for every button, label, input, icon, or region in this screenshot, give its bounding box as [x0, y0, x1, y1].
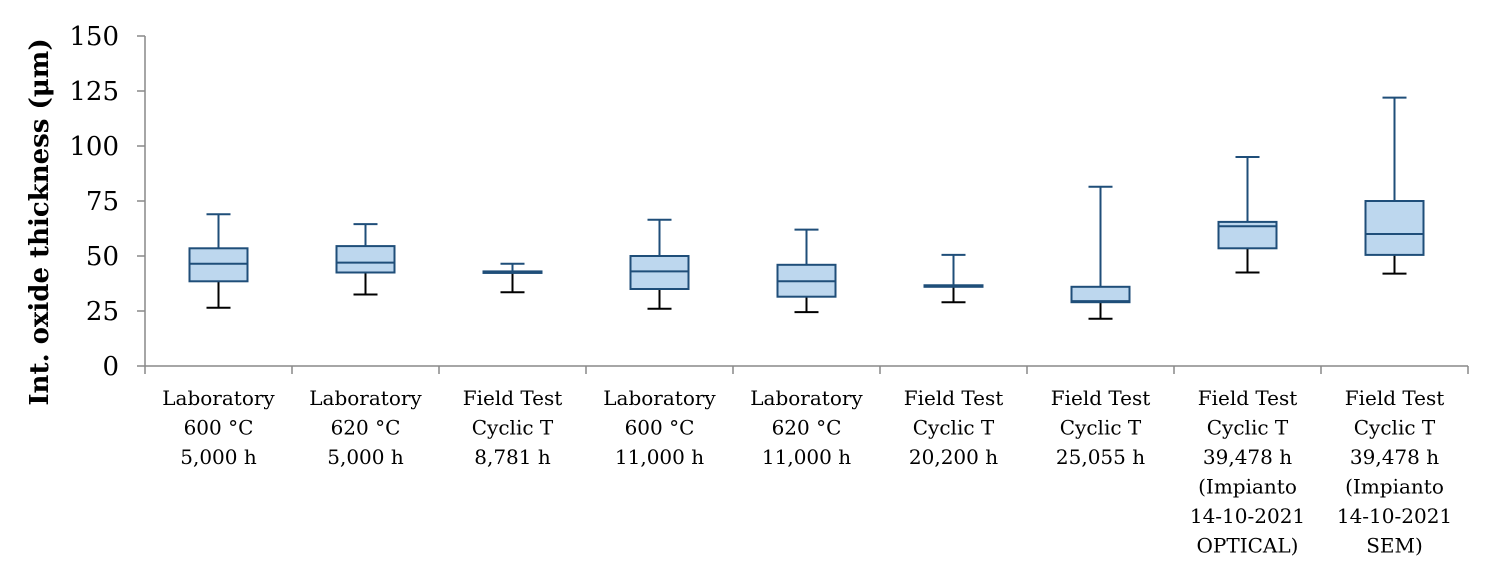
y-tick-label: 75: [86, 187, 119, 217]
y-tick-label: 0: [102, 352, 119, 382]
y-tick-label: 100: [69, 132, 119, 162]
category-label-line: 600 °C: [625, 416, 695, 440]
category-label-line: (Impianto: [1198, 475, 1297, 499]
category-label-line: Field Test: [1198, 386, 1298, 410]
y-tick-label: 50: [86, 242, 119, 272]
category-label: Field Test Cyclic T 39,478 h (Impianto 14-10…: [1337, 386, 1452, 558]
category-label: Laboratory 620 °C 11,000 h: [750, 386, 863, 469]
y-tick-label: 150: [69, 22, 119, 52]
category-label-line: Cyclic T: [1207, 416, 1289, 440]
category-label-line: 25,055 h: [1056, 445, 1145, 469]
box-item: [188, 213, 249, 309]
y-tick-label: 125: [69, 77, 119, 107]
category-label-line: 5,000 h: [180, 445, 257, 469]
box-item: [1070, 185, 1131, 320]
category-labels: Laboratory 600 °C 5,000 h Laboratory 620 °C 5…: [162, 386, 1452, 558]
box-item: [335, 223, 396, 296]
category-label: Laboratory 620 °C 5,000 h: [309, 386, 422, 469]
category-label: Field Test Cyclic T 20,200 h: [904, 386, 1004, 469]
category-label-line: Cyclic T: [1060, 416, 1142, 440]
category-label-line: Cyclic T: [1354, 416, 1436, 440]
category-label-line: OPTICAL): [1197, 534, 1299, 558]
category-label-line: Laboratory: [603, 386, 716, 410]
box-item: [1364, 96, 1425, 275]
category-label-line: Laboratory: [309, 386, 422, 410]
category-label-line: 600 °C: [184, 416, 254, 440]
x-axis-ticks: [144, 366, 1469, 374]
box-item: [482, 262, 543, 294]
box-iqr: [335, 245, 396, 274]
boxes-group: [188, 96, 1425, 320]
category-label-line: Laboratory: [750, 386, 863, 410]
category-label-line: 620 °C: [772, 416, 842, 440]
box-iqr: [629, 255, 690, 290]
category-label-line: 620 °C: [331, 416, 401, 440]
category-label-line: 5,000 h: [327, 445, 404, 469]
category-label-line: Field Test: [463, 386, 563, 410]
category-label-line: Laboratory: [162, 386, 275, 410]
category-label-line: 39,478 h: [1203, 445, 1292, 469]
box-iqr: [1364, 200, 1425, 256]
category-label-line: Field Test: [1345, 386, 1445, 410]
box-item: [776, 228, 837, 314]
category-label-line: SEM): [1366, 534, 1423, 558]
box-item: [1217, 156, 1278, 274]
category-label-line: Cyclic T: [472, 416, 554, 440]
category-label-line: Cyclic T: [913, 416, 995, 440]
box-item: [629, 218, 690, 310]
box-iqr: [1070, 285, 1131, 304]
category-label: Laboratory 600 °C 11,000 h: [603, 386, 716, 469]
category-label-line: (Impianto: [1345, 475, 1444, 499]
y-tick-label: 25: [86, 297, 119, 327]
category-label: Field Test Cyclic T 8,781 h: [463, 386, 563, 469]
category-label: Field Test Cyclic T 25,055 h: [1051, 386, 1151, 469]
category-label-line: Field Test: [904, 386, 1004, 410]
box-item: [923, 253, 984, 304]
category-label-line: Field Test: [1051, 386, 1151, 410]
category-label-line: 11,000 h: [615, 445, 704, 469]
y-axis-ticks: 0 25 50 75 100 125 150: [69, 22, 145, 382]
category-label-line: 20,200 h: [909, 445, 998, 469]
category-label: Field Test Cyclic T 39,478 h (Impianto 14-10…: [1190, 386, 1305, 558]
category-label: Laboratory 600 °C 5,000 h: [162, 386, 275, 469]
category-label-line: 39,478 h: [1350, 445, 1439, 469]
box-iqr: [188, 247, 249, 283]
y-axis-title: Int. oxide thickness (μm): [25, 38, 55, 405]
category-label-line: 11,000 h: [762, 445, 851, 469]
category-label-line: 14-10-2021: [1190, 504, 1305, 528]
category-label-line: 8,781 h: [474, 445, 551, 469]
category-label-line: 14-10-2021: [1337, 504, 1452, 528]
